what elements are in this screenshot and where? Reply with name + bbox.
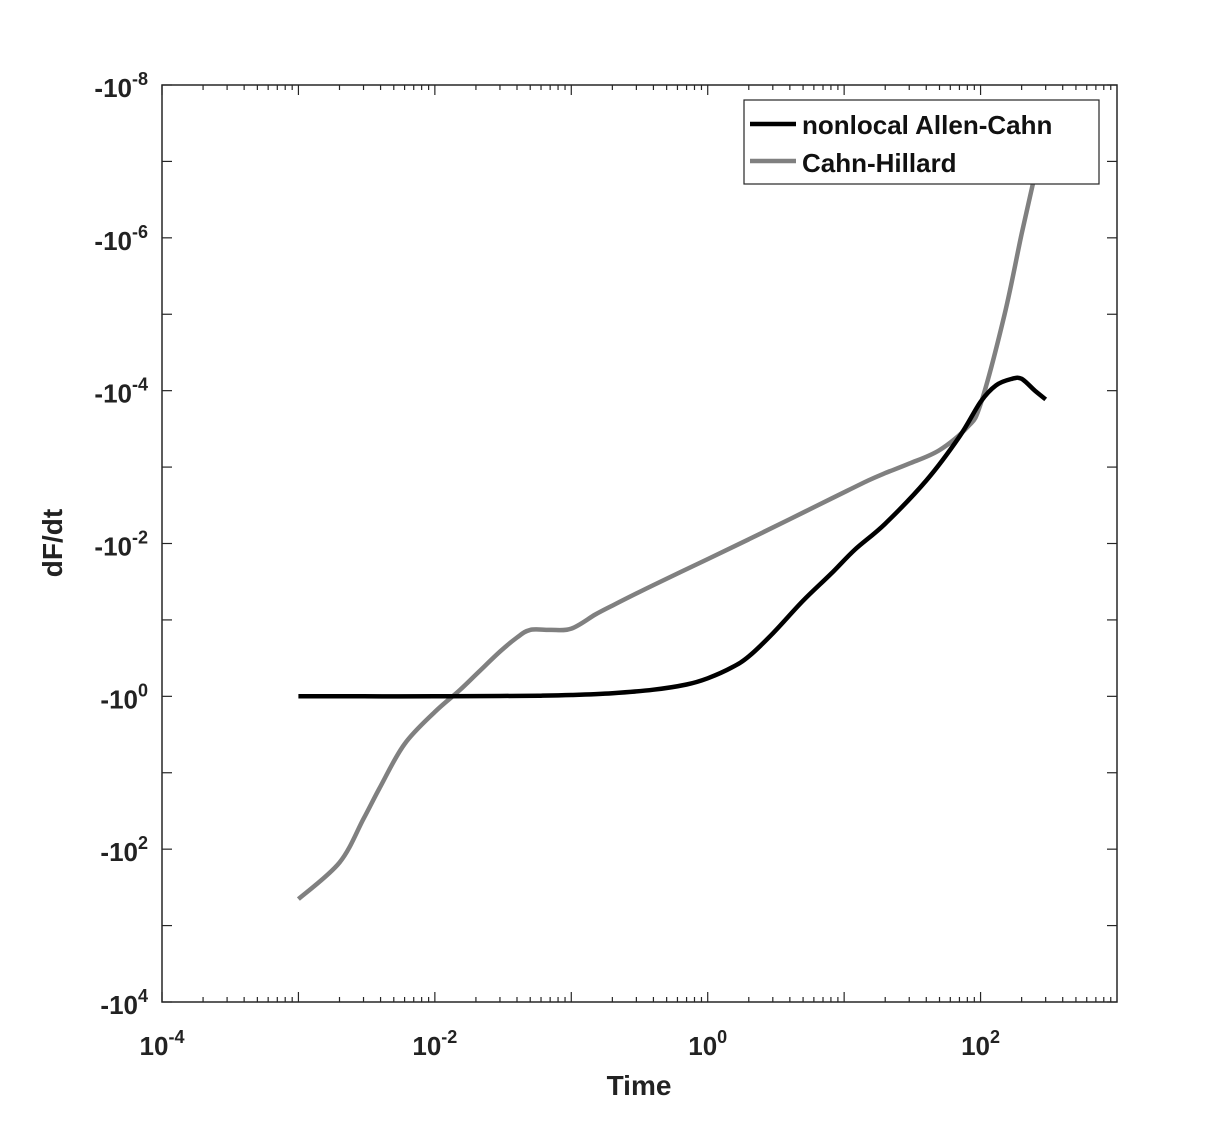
y-tick-label: -10-8 bbox=[94, 69, 148, 103]
legend: nonlocal Allen-Cahn Cahn-Hillard bbox=[743, 99, 1100, 185]
x-tick-label: 10-4 bbox=[140, 1027, 185, 1061]
y-tick-label: -10-2 bbox=[94, 528, 148, 562]
legend-box bbox=[743, 99, 1100, 185]
plot-frame bbox=[161, 84, 1118, 1003]
axis-ticks bbox=[161, 84, 1117, 1003]
y-tick-label: -100 bbox=[100, 680, 148, 714]
y-tick-labels: -10-8 -10-6 -10-4 -10-2 -100 -102 -104 bbox=[94, 69, 148, 1020]
x-tick-label: 10-2 bbox=[412, 1027, 457, 1061]
x-tick-label: 102 bbox=[961, 1027, 1000, 1061]
y-tick-label: -10-4 bbox=[94, 375, 148, 409]
x-tick-label: 100 bbox=[688, 1027, 727, 1061]
y-tick-label: -10-6 bbox=[94, 222, 148, 256]
legend-label-cahn-hillard: Cahn-Hillard bbox=[802, 148, 957, 178]
plot-area bbox=[162, 85, 1117, 1002]
legend-label-nonlocal-allen-cahn: nonlocal Allen-Cahn bbox=[802, 110, 1052, 140]
series-lines bbox=[296, 130, 1048, 901]
x-tick-labels: 10-4 10-2 100 102 bbox=[140, 1027, 1001, 1061]
x-axis-title: Time bbox=[607, 1070, 672, 1101]
series-line-cahn-hillard bbox=[296, 130, 1048, 901]
y-tick-label: -104 bbox=[100, 986, 148, 1020]
series-line-nonlocal-allen-cahn bbox=[298, 375, 1048, 699]
y-axis-title: dF/dt bbox=[37, 509, 68, 577]
y-tick-label: -102 bbox=[100, 833, 148, 867]
